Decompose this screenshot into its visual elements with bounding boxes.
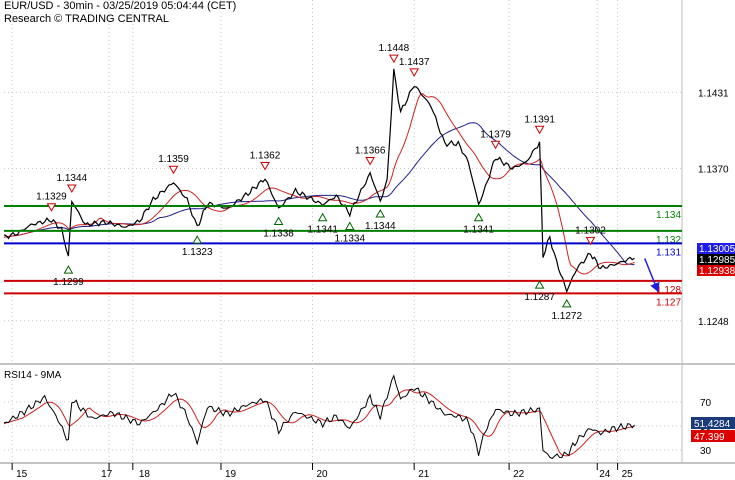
swing-high-marker [490, 140, 501, 150]
swing-high-label: 1.1329 [36, 192, 67, 203]
swing-high-marker [585, 236, 596, 246]
date-tick-label: 21 [418, 469, 430, 480]
level-label: 1.131 [656, 247, 681, 258]
swing-low-marker [561, 298, 572, 308]
price-badge-label: 1.12938 [699, 266, 735, 277]
price-badge-label: 1.13005 [699, 244, 735, 255]
date-tick-label: 17 [101, 469, 113, 480]
swing-low-marker [273, 216, 284, 225]
date-tick-label: 15 [16, 469, 28, 480]
swing-high-marker [66, 184, 77, 193]
date-tick-label: 18 [139, 469, 151, 480]
swing-low-marker [375, 208, 386, 218]
chart-subtitle: Research © TRADING CENTRAL [4, 13, 169, 25]
rsi-line [3, 374, 635, 460]
swing-high-label: 1.1391 [524, 114, 555, 125]
price-badge [697, 254, 735, 265]
swing-high-label: 1.1362 [250, 151, 281, 162]
level-label: 1.128 [656, 285, 681, 296]
rsi-title: RSI14 - 9MA [4, 370, 62, 381]
price-badge-label: 1.12985 [699, 255, 735, 266]
price-tick-label: 1.1370 [698, 165, 729, 176]
swing-high-marker [534, 125, 545, 135]
rsi-badge-label: 47.399 [694, 432, 725, 443]
level-label: 1.134 [656, 210, 681, 221]
level-label: 1.132 [656, 235, 681, 246]
swing-low-marker [534, 280, 545, 289]
swing-low-label: 1.1323 [182, 247, 213, 258]
swing-low-marker [192, 235, 203, 244]
price-tick-label: 1.1431 [698, 88, 729, 99]
price-badge [697, 265, 735, 276]
swing-low-label: 1.1287 [524, 292, 555, 303]
swing-low-label: 1.1272 [551, 311, 582, 322]
rsi-badge-label: 51.4284 [694, 419, 731, 430]
swing-low-marker [63, 265, 74, 274]
rsi-ma-line [3, 389, 635, 457]
swing-low-label: 1.1334 [334, 233, 365, 244]
swing-high-label: 1.1366 [355, 146, 386, 157]
price-tick-label: 1.1248 [698, 317, 729, 328]
swing-high-marker [388, 54, 399, 64]
swing-high-label: 1.1359 [158, 154, 189, 165]
date-tick-label: 22 [513, 469, 525, 480]
date-tick-label: 24 [599, 469, 611, 480]
swing-low-marker [473, 212, 484, 222]
swing-high-label: 1.1448 [379, 43, 410, 54]
moving-average-slow-line [3, 122, 635, 266]
price-badge [697, 243, 735, 254]
swing-high-marker [46, 203, 57, 212]
swing-low-marker [317, 212, 328, 222]
level-label: 1.127 [656, 297, 681, 308]
date-tick-label: 25 [622, 469, 634, 480]
rsi-badge [691, 430, 735, 442]
rsi-tick-label: 30 [700, 446, 712, 457]
swing-high-marker [260, 162, 270, 171]
rsi-badge [691, 417, 735, 429]
date-tick-label: 20 [316, 469, 328, 480]
swing-low-label: 1.1338 [263, 228, 294, 239]
forecast-arrow-head [650, 281, 660, 293]
swing-high-marker [168, 165, 179, 175]
swing-low-label: 1.1341 [307, 225, 338, 236]
swing-low-label: 1.1344 [365, 221, 396, 232]
swing-high-marker [409, 68, 420, 77]
swing-high-label: 1.1379 [480, 129, 511, 140]
swing-high-label: 1.1302 [575, 225, 606, 236]
price-line [3, 68, 635, 294]
chart-title: EUR/USD - 30min - 03/25/2019 05:04:44 (C… [4, 0, 237, 12]
swing-low-label: 1.1299 [53, 277, 84, 288]
date-tick-label: 19 [225, 469, 237, 480]
swing-high-label: 1.1437 [399, 57, 430, 68]
swing-low-marker [344, 221, 355, 230]
swing-low-label: 1.1341 [463, 225, 494, 236]
swing-high-marker [365, 157, 375, 166]
swing-high-label: 1.1344 [57, 173, 88, 184]
rsi-tick-label: 70 [700, 398, 712, 409]
